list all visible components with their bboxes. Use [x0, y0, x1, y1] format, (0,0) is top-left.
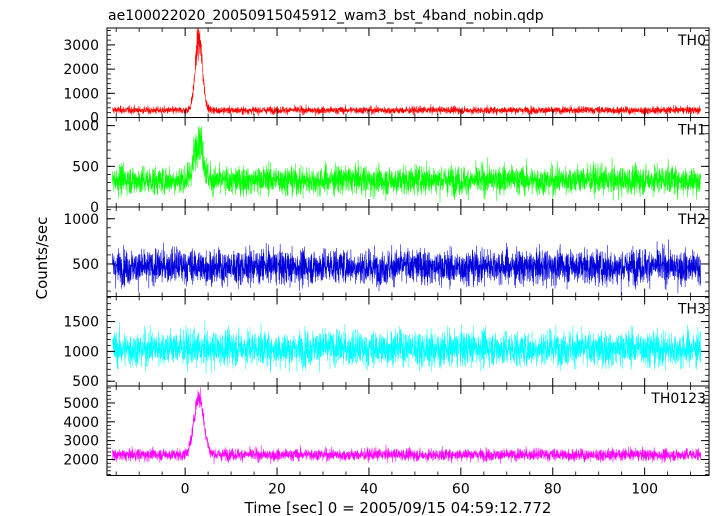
y-tick-label: 1000	[63, 86, 99, 102]
x-tick-label: 20	[268, 482, 286, 498]
series-label-th0: TH0	[677, 33, 706, 49]
y-tick-label: 1000	[63, 119, 99, 135]
series-line-th0	[112, 28, 701, 117]
y-tick-label: 500	[72, 257, 99, 273]
y-tick-label: 500	[72, 159, 99, 175]
series-label-th3: TH3	[677, 302, 706, 318]
y-tick-label: 2000	[63, 62, 99, 78]
y-tick-label: 500	[72, 374, 99, 390]
y-tick-label: 0	[90, 111, 99, 127]
x-tick-label: 80	[544, 482, 562, 498]
series-line-th2	[112, 239, 702, 295]
panel-th2: 500 1000 TH2	[63, 206, 710, 297]
y-tick-label: 1500	[63, 315, 99, 331]
y-tick-label: 1000	[63, 212, 99, 228]
series-label-th1: TH1	[677, 123, 706, 139]
x-tick-label: 100	[631, 482, 658, 498]
x-axis-tick-labels: 0 20 40 60 80 100	[181, 482, 658, 498]
x-tick-label: 0	[181, 482, 190, 498]
chart-title: ae100022020_20050915045912_wam3_bst_4ban…	[108, 8, 544, 24]
x-tick-label: 60	[452, 482, 470, 498]
y-tick-label: 2000	[63, 452, 99, 468]
series-line-th3	[112, 320, 702, 375]
y-tick-label: 0	[90, 200, 99, 216]
panel-th0: 0 1000 2000 3000 TH0	[63, 27, 710, 127]
panel-frame	[106, 385, 710, 476]
x-tick-label: 40	[360, 482, 378, 498]
panel-th0123: 2000 3000 4000 5000 TH0123	[63, 385, 710, 476]
y-tick-label: 4000	[63, 415, 99, 431]
series-label-th0123: TH0123	[650, 391, 706, 407]
panel-th1: 0 500 1000 TH1	[63, 117, 710, 216]
x-axis-label: Time [sec] 0 = 2005/09/15 04:59:12.772	[244, 499, 552, 516]
y-tick-label: 1000	[63, 344, 99, 360]
y-axis-label: Counts/sec	[33, 217, 51, 300]
series-line-th1	[112, 126, 702, 203]
y-tick-label: 3000	[63, 38, 99, 54]
y-tick-label: 3000	[63, 434, 99, 450]
panel-th3: 500 1000 1500 TH3	[63, 296, 710, 390]
series-line-th0123	[112, 387, 702, 465]
series-label-th2: TH2	[677, 212, 706, 228]
y-tick-label: 5000	[63, 396, 99, 412]
